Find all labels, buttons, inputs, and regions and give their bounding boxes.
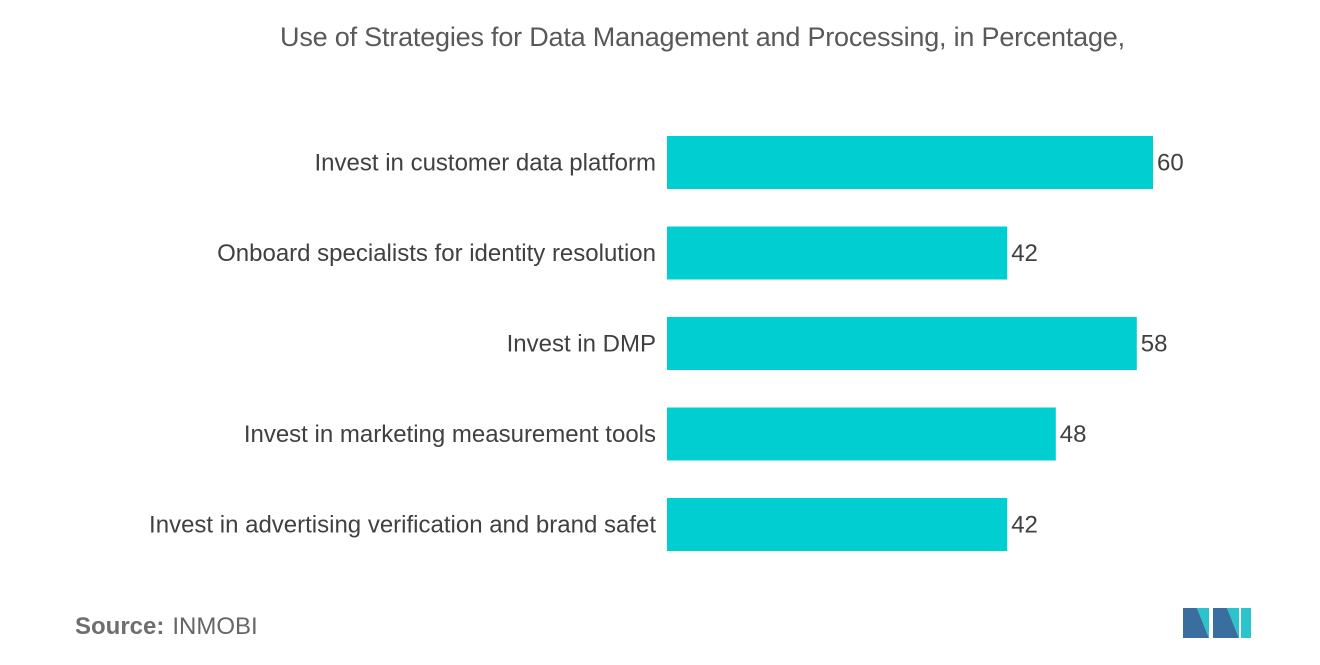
bars-group: Invest in customer data platform 60 Onboar…	[149, 136, 1184, 551]
source-note: Source: INMOBI	[75, 613, 258, 641]
bar	[667, 136, 1153, 189]
logo-part	[1213, 608, 1239, 638]
chart-title: Use of Strategies for Data Management an…	[280, 22, 1125, 52]
logo-part	[1183, 608, 1209, 638]
bar	[667, 317, 1137, 370]
mordor-intelligence-logo-icon	[1183, 608, 1251, 638]
bar	[667, 407, 1056, 461]
category-label: Invest in customer data platform	[315, 150, 656, 177]
logo-part	[1227, 608, 1239, 638]
source-value: INMOBI	[172, 613, 258, 640]
data-label: 42	[1011, 512, 1038, 539]
bar	[667, 498, 1008, 551]
logo-part	[1241, 608, 1251, 638]
data-label: 60	[1157, 150, 1184, 177]
source-label: Source:	[75, 613, 165, 640]
data-label: 42	[1011, 240, 1038, 267]
category-label: Onboard specialists for identity resolut…	[217, 240, 656, 267]
bar-chart: Invest in customer data platform 60 Onboar…	[149, 136, 1184, 551]
category-label: Invest in marketing measurement tools	[244, 421, 656, 448]
category-label: Invest in advertising verification and b…	[149, 512, 656, 539]
bar	[667, 226, 1008, 280]
logo-part	[1197, 608, 1209, 638]
data-label: 58	[1141, 331, 1168, 358]
data-label: 48	[1060, 421, 1087, 448]
category-label: Invest in DMP	[507, 331, 656, 358]
